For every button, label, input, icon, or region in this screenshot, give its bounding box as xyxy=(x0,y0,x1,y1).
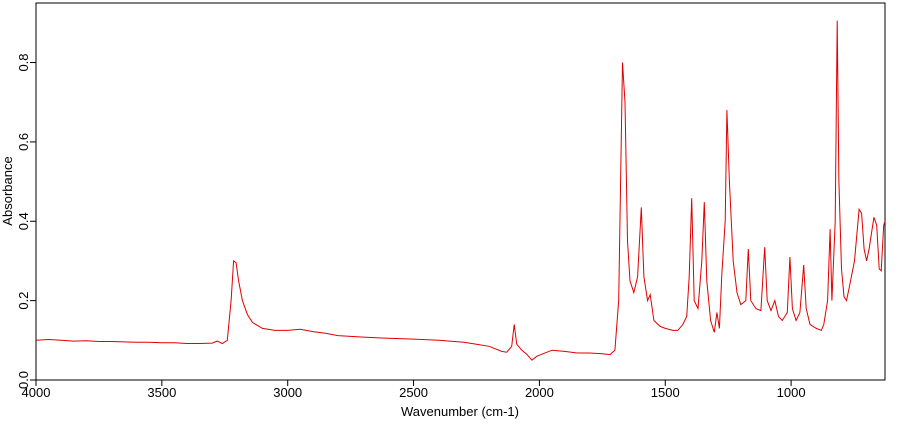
spectrum-line xyxy=(35,20,886,361)
x-tick-label: 2500 xyxy=(399,385,428,400)
y-tick-label: 0.6 xyxy=(16,133,31,151)
x-tick-label: 1000 xyxy=(777,385,806,400)
y-tick-label: 0.2 xyxy=(16,292,31,310)
y-tick-label: 0.4 xyxy=(16,212,31,230)
y-tick-label: 0.0 xyxy=(16,371,31,389)
x-tick-label: 3000 xyxy=(273,385,302,400)
y-axis-label: Absorbance xyxy=(0,156,15,225)
x-tick-label: 1500 xyxy=(651,385,680,400)
x-tick-label: 3500 xyxy=(147,385,176,400)
plot-frame xyxy=(35,2,886,381)
x-tick-label: 4000 xyxy=(22,385,51,400)
x-tick-label: 2000 xyxy=(525,385,554,400)
x-axis-label: Wavenumber (cm-1) xyxy=(401,404,519,419)
y-tick-label: 0.8 xyxy=(16,53,31,71)
